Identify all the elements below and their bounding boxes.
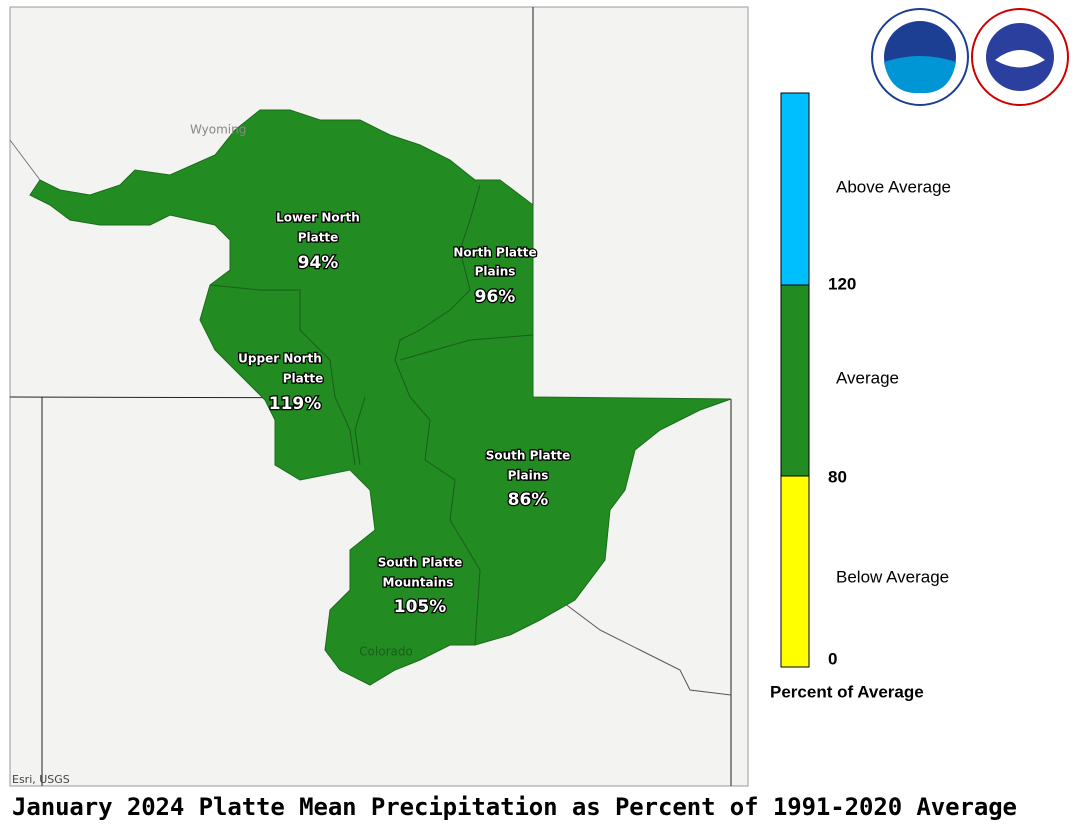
legend-swatch <box>780 284 810 477</box>
legend-label: Above Average <box>836 177 951 196</box>
region-name: Platte <box>283 372 324 386</box>
region-value: 96% <box>475 287 516 307</box>
legend-title: Percent of Average <box>770 682 924 701</box>
region-value: 105% <box>394 597 447 617</box>
legend-break: 0 <box>828 649 837 668</box>
region-value: 119% <box>269 394 322 414</box>
noaa-logo <box>871 8 969 106</box>
region-value: 94% <box>298 253 339 273</box>
region-name: South Platte <box>486 449 571 463</box>
region-name: Upper North <box>238 352 322 366</box>
legend-label: Below Average <box>836 567 949 586</box>
state-label: Wyoming <box>190 123 246 137</box>
page-title: January 2024 Platte Mean Precipitation a… <box>12 793 1017 821</box>
state-label: Colorado <box>359 645 413 659</box>
attribution: Esri, USGS <box>12 773 70 786</box>
region-value: 86% <box>508 490 549 510</box>
basin-boundaries <box>209 184 534 646</box>
region-name: Plains <box>475 265 516 279</box>
region-name: Mountains <box>383 576 454 590</box>
legend-break: 80 <box>828 467 847 486</box>
legend-swatch <box>780 475 810 668</box>
legend-swatch <box>780 92 810 286</box>
nws-logo <box>971 8 1069 106</box>
legend-label: Average <box>836 368 899 387</box>
region-name: Lower North <box>276 211 360 225</box>
legend-break: 120 <box>828 274 856 293</box>
region-name: Platte <box>298 231 339 245</box>
region-name: South Platte <box>378 556 463 570</box>
region-name: Plains <box>508 469 549 483</box>
region-name: North Platte <box>453 246 536 260</box>
